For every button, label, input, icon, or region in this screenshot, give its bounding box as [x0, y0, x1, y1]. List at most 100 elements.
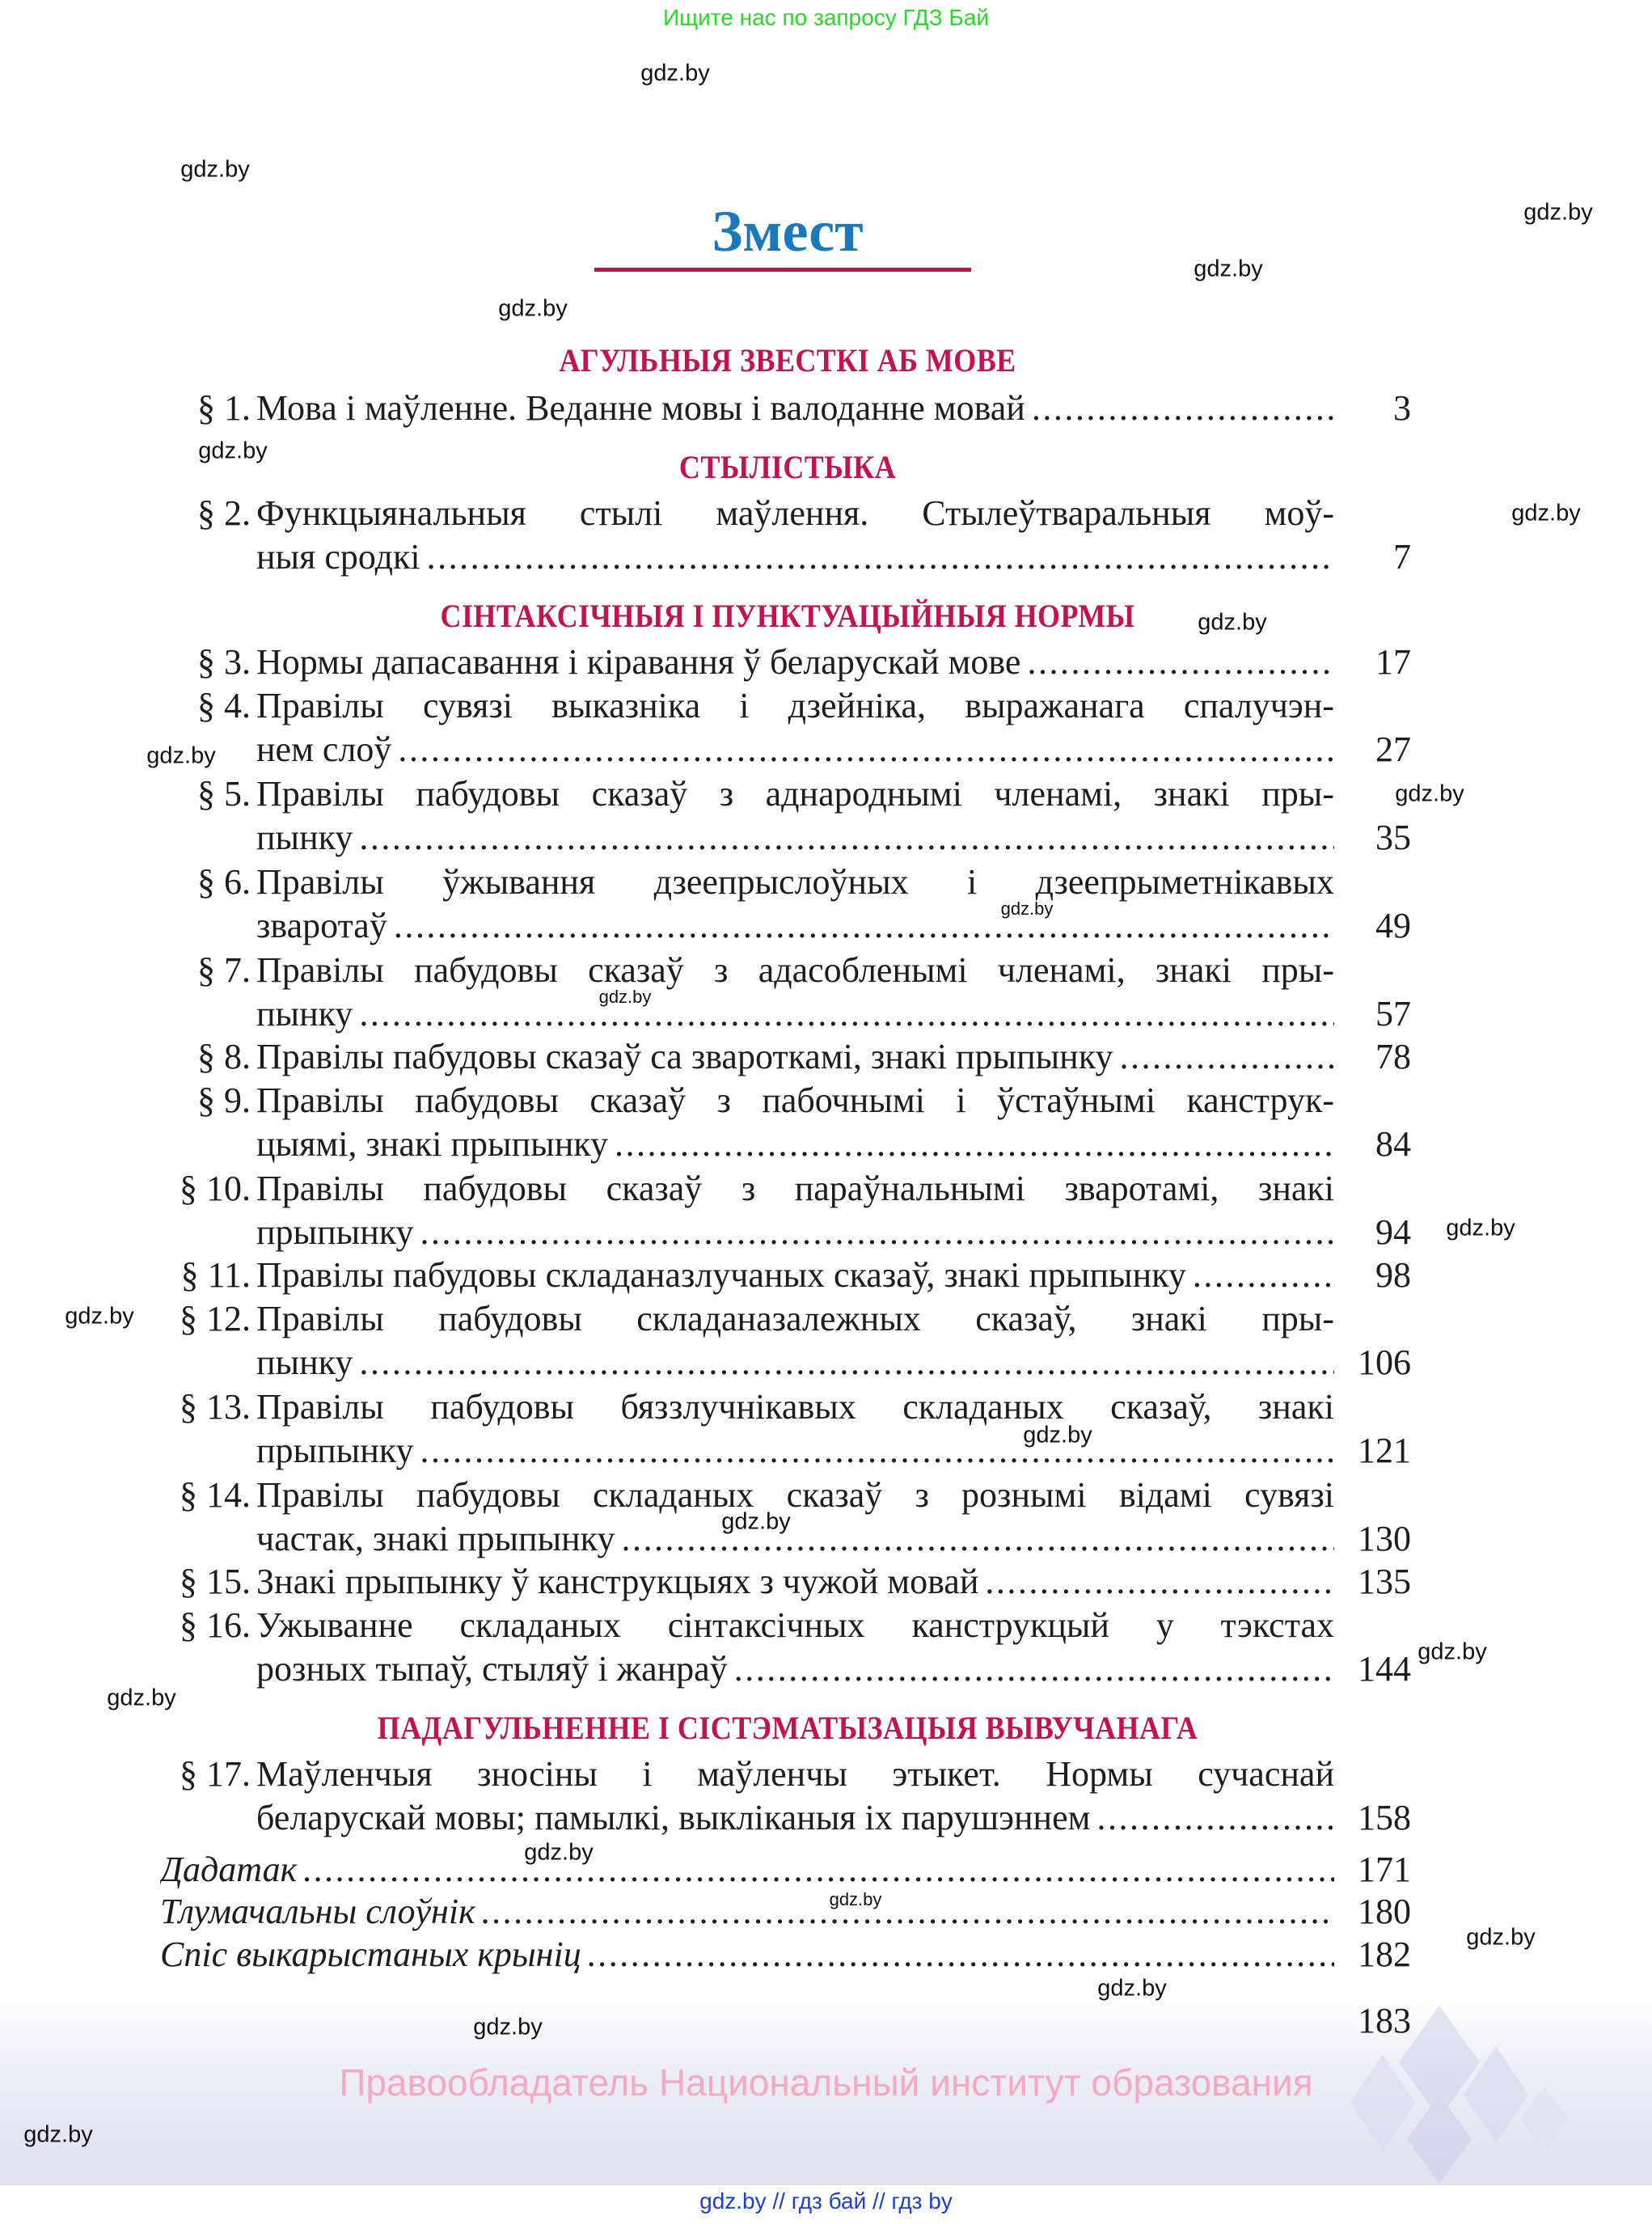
entry-title-line: Мова і маўленне. Веданне мовы і валоданн…	[256, 388, 1025, 428]
page-number: 130	[1358, 1519, 1411, 1559]
dot-leader	[1032, 387, 1334, 430]
dot-leader	[1096, 1796, 1334, 1840]
toc-line: § 1. Мова і маўленне. Веданне мовы і вало…	[0, 387, 1423, 430]
toc-line: § 9. Правілы пабудовы сказаў з пабочнымі …	[0, 1079, 1423, 1123]
toc-entry[interactable]: § 14. Правілы пабудовы складаных сказаў з…	[0, 1474, 1423, 1562]
page-number: 180	[1358, 1892, 1411, 1931]
toc-entry[interactable]: § 17. Маўленчыя зносіны і маўленчы этыкет…	[0, 1753, 1423, 1841]
toc-entry[interactable]: § 1. Мова і маўленне. Веданне мовы і вало…	[0, 387, 1423, 430]
toc-line: § 10. Правілы пабудовы сказаў з параўналь…	[0, 1167, 1423, 1211]
toc-line: § 5. Правілы пабудовы сказаў з аднародным…	[0, 772, 1423, 816]
gdz-watermark: gdz.by	[524, 1839, 594, 1866]
toc-line: Тлумачальны слоўнік 180	[0, 1890, 1423, 1934]
gdz-watermark: gdz.by	[65, 1303, 134, 1330]
footer-links[interactable]: gdz.by // гдз бай // гдз by	[699, 2188, 953, 2213]
appendix-entry[interactable]: Спіс выкарыстаных крыніц 182	[0, 1933, 1423, 1977]
dot-leader	[1193, 1254, 1334, 1297]
paragraph-number: § 4.	[197, 686, 251, 725]
toc-entry[interactable]: § 11. Правілы пабудовы складаназлучаных с…	[0, 1254, 1423, 1297]
paragraph-number: § 5.	[197, 774, 251, 814]
page-number: 158	[1358, 1798, 1411, 1838]
toc-line: § 15. Знакі прыпынку ў канструкцыях з чуж…	[0, 1560, 1423, 1604]
entry-title-line: пынку	[256, 994, 353, 1034]
entry-title-line: пынку	[256, 818, 353, 858]
paragraph-number: § 10.	[180, 1169, 251, 1208]
entry-title-line: Правілы пабудовы сказаў са звароткамі, з…	[256, 1037, 1113, 1076]
gdz-watermark: gdz.by	[640, 60, 710, 87]
page-number: 171	[1358, 1850, 1411, 1889]
paragraph-number: § 6.	[197, 862, 251, 902]
paragraph-number: § 3.	[197, 642, 251, 682]
toc-entry[interactable]: § 6. Правілы ўжывання дзеепрыслоўных і дз…	[0, 860, 1423, 949]
gdz-watermark: gdz.by	[146, 742, 216, 769]
toc-entry[interactable]: § 4. Правілы сувязі выказніка і дзейніка,…	[0, 684, 1423, 772]
appendix-entry[interactable]: Тлумачальны слоўнік 180	[0, 1890, 1423, 1934]
dot-leader	[985, 1560, 1334, 1604]
dot-leader	[420, 1211, 1334, 1254]
entry-title-line: Правілы пабудовы бяззлучнікавых складаны…	[256, 1387, 1334, 1427]
entry-title-line: Правілы пабудовы сказаў з адасобленымі ч…	[256, 950, 1334, 990]
page-number: 17	[1375, 642, 1411, 682]
section-heading: ПАДАГУЛЬНЕННЕ І СІСТЭМАТЫЗАЦЫЯ ВЫВУЧАНАГ…	[377, 1710, 1198, 1746]
gdz-watermark: gdz.by	[1523, 199, 1593, 226]
dot-leader	[359, 1341, 1334, 1385]
toc-entry[interactable]: § 10. Правілы пабудовы сказаў з параўналь…	[0, 1167, 1423, 1255]
entry-title-line: Правілы пабудовы складаных сказаў з розн…	[256, 1475, 1334, 1515]
toc-line: § 14. Правілы пабудовы складаных сказаў з…	[0, 1474, 1423, 1517]
toc-entry[interactable]: § 5. Правілы пабудовы сказаў з аднародным…	[0, 772, 1423, 860]
gdz-watermark: gdz.by	[721, 1508, 791, 1535]
toc-line: § 17. Маўленчыя зносіны і маўленчы этыкет…	[0, 1753, 1423, 1796]
toc-entry[interactable]: § 13. Правілы пабудовы бяззлучнікавых скл…	[0, 1385, 1423, 1474]
title-underline	[594, 268, 971, 272]
page-number: 94	[1375, 1212, 1411, 1253]
entry-title-line: Функцыянальныя стылі маўлення. Стылеўтва…	[256, 493, 1334, 533]
page-number: 7	[1393, 537, 1411, 577]
toc-line: ныя сродкі 7	[0, 535, 1423, 579]
page-title: Змест	[712, 199, 864, 264]
dot-leader	[615, 1123, 1334, 1166]
gdz-watermark: gdz.by	[198, 438, 268, 464]
toc-entry[interactable]: § 9. Правілы пабудовы сказаў з пабочнымі …	[0, 1079, 1423, 1167]
toc-line: частак, знакі прыпынку 130	[0, 1517, 1423, 1561]
toc-line: § 2. Функцыянальныя стылі маўлення. Стыле…	[0, 492, 1423, 535]
gdz-watermark: gdz.by	[1395, 780, 1464, 807]
toc-entry[interactable]: § 16. Ужыванне складаных сінтаксічных кан…	[0, 1604, 1423, 1692]
page-number: 84	[1375, 1124, 1411, 1165]
toc-entry[interactable]: § 15. Знакі прыпынку ў канструкцыях з чуж…	[0, 1560, 1423, 1604]
entry-title-line: Правілы сувязі выказніка і дзейніка, выр…	[256, 686, 1334, 725]
appendix-entry[interactable]: Дадатак 171	[0, 1848, 1423, 1892]
entry-title-line: розных тыпаў, стыляў і жанраў	[256, 1649, 728, 1689]
toc-entry[interactable]: § 7. Правілы пабудовы сказаў з адасоблены…	[0, 949, 1423, 1037]
paragraph-number: § 15.	[180, 1562, 251, 1601]
paragraph-number: § 17.	[180, 1754, 251, 1794]
gdz-watermark: gdz.by	[1023, 1422, 1092, 1448]
toc-entry[interactable]: § 3. Нормы дапасавання і кіравання ў бела…	[0, 641, 1423, 684]
paragraph-number: § 2.	[197, 493, 251, 533]
entry-title-line: Правілы пабудовы складаназалежных сказаў…	[256, 1299, 1334, 1338]
dot-leader	[1119, 1035, 1334, 1079]
top-banner[interactable]: Ищите нас по запросу ГДЗ Бай	[662, 5, 990, 30]
rights-holder-watermark: Правообладатель Национальный институт об…	[339, 2061, 1313, 2103]
toc-line: прыпынку 94	[0, 1211, 1423, 1254]
entry-title-line: прыпынку	[256, 1431, 414, 1471]
gdz-watermark: gdz.by	[473, 2014, 543, 2040]
toc-line: зваротаў 49	[0, 904, 1423, 948]
entry-title-line: Правілы пабудовы сказаў з параўнальнымі …	[256, 1169, 1334, 1208]
gdz-watermark: gdz.by	[498, 295, 568, 322]
toc-line: § 16. Ужыванне складаных сінтаксічных кан…	[0, 1604, 1423, 1647]
toc-line: прыпынку 121	[0, 1429, 1423, 1473]
toc-entry[interactable]: § 8. Правілы пабудовы сказаў са звароткам…	[0, 1035, 1423, 1079]
toc-line: § 4. Правілы сувязі выказніка і дзейніка,…	[0, 684, 1423, 728]
page-number: 35	[1375, 818, 1411, 858]
page-number: 3	[1393, 388, 1411, 428]
toc-entry[interactable]: § 12. Правілы пабудовы складаназалежных с…	[0, 1297, 1423, 1385]
toc-line: § 6. Правілы ўжывання дзеепрыслоўных і дз…	[0, 860, 1423, 904]
entry-title-line: зваротаў	[256, 906, 387, 946]
entry-title-line: беларускай мовы; памылкі, выкліканыя іх …	[256, 1798, 1091, 1838]
toc-line: розных тыпаў, стыляў і жанраў 144	[0, 1647, 1423, 1691]
gdz-watermark: gdz.by	[1418, 1638, 1487, 1665]
page-number: 49	[1375, 906, 1411, 946]
toc-entry[interactable]: § 2. Функцыянальныя стылі маўлення. Стыле…	[0, 492, 1423, 580]
paragraph-number: § 16.	[180, 1605, 251, 1645]
appendix-title: Тлумачальны слоўнік	[160, 1892, 475, 1931]
